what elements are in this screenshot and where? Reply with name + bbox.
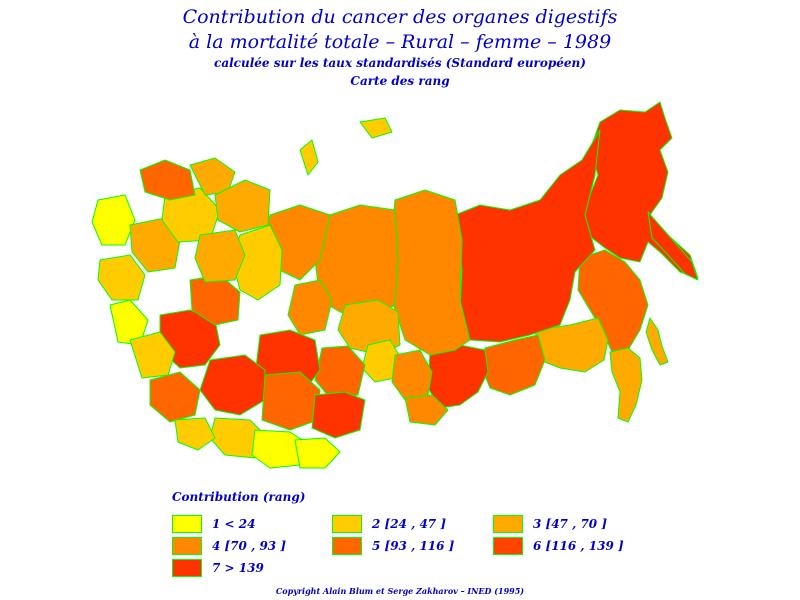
legend-item-7: 7 > 139	[172, 559, 264, 577]
legend-label-2: 2 [24 , 47 ]	[372, 517, 446, 531]
region-caucasus	[149, 371, 201, 423]
legend-item-2: 2 [24 , 47 ]	[332, 515, 446, 533]
region-kemerovo	[314, 345, 366, 399]
region-altai	[391, 349, 433, 401]
legend-item-6: 6 [116 , 139 ]	[493, 537, 624, 555]
map-type-label: Carte des rang	[350, 74, 450, 88]
region-kirov	[194, 229, 246, 283]
region-tuva	[404, 394, 449, 426]
region-novaya-zemlya	[299, 139, 319, 176]
legend-label-1: 1 < 24	[212, 517, 256, 531]
region-georgia	[174, 417, 216, 451]
legend-label-7: 7 > 139	[212, 561, 264, 575]
region-baltic	[91, 194, 136, 246]
region-buryatia	[427, 344, 489, 409]
region-sakhalin	[645, 317, 669, 366]
region-khabarovsk	[577, 249, 649, 353]
region-ukraine-east	[129, 331, 176, 379]
region-krasnoyarsk	[454, 129, 601, 343]
region-kazakh-east	[311, 391, 366, 439]
legend-title: Contribution (rang)	[172, 490, 306, 504]
region-chita	[481, 334, 546, 396]
legend-swatch-2	[332, 515, 362, 533]
legend-swatch-3	[493, 515, 523, 533]
legend-label-3: 3 [47 , 70 ]	[533, 517, 607, 531]
copyright-text: Copyright Alain Blum et Serge Zakharov –…	[275, 586, 525, 596]
legend-item-3: 3 [47 , 70 ]	[493, 515, 607, 533]
region-primorye	[609, 347, 643, 423]
legend-label-4: 4 [70 , 93 ]	[212, 539, 286, 553]
region-ukraine-west	[109, 299, 149, 346]
region-arctic-island	[359, 117, 393, 139]
legend-swatch-7	[172, 559, 202, 577]
legend-swatch-5	[332, 537, 362, 555]
legend-swatch-6	[493, 537, 523, 555]
region-belarus	[97, 254, 146, 301]
region-kamchatka	[647, 211, 699, 281]
region-sverdlovsk	[287, 279, 333, 336]
legend-item-4: 4 [70 , 93 ]	[172, 537, 286, 555]
legend-swatch-1	[172, 515, 202, 533]
map-subtitle: calculée sur les taux standardisés (Stan…	[214, 56, 586, 70]
region-central-asia-3	[294, 437, 341, 469]
legend-label-6: 6 [116 , 139 ]	[533, 539, 624, 553]
region-amur	[534, 317, 609, 373]
region-karelia	[139, 159, 196, 201]
legend-label-5: 5 [93 , 116 ]	[372, 539, 455, 553]
region-irkutsk	[389, 189, 471, 356]
map-title-line2: à la mortalité totale – Rural – femme – …	[188, 31, 612, 53]
legend-swatch-4	[172, 537, 202, 555]
legend-item-5: 5 [93 , 116 ]	[332, 537, 454, 555]
legend-item-1: 1 < 24	[172, 515, 255, 533]
choropleth-map	[91, 101, 699, 469]
region-arkhangelsk	[214, 179, 271, 233]
map-title: Contribution du cancer des organes diges…	[182, 6, 618, 28]
region-murmansk	[189, 157, 236, 196]
region-kazakh-west	[199, 354, 266, 416]
